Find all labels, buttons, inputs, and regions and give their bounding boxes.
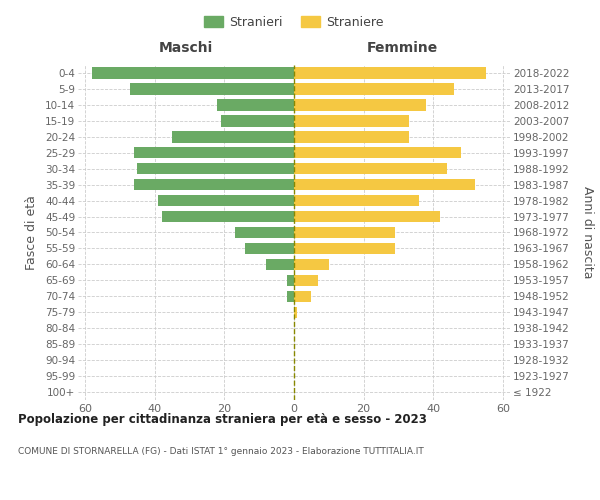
Bar [221, 115, 294, 126]
Bar [294, 67, 485, 78]
Bar [134, 179, 294, 190]
Bar [294, 227, 395, 238]
Bar [235, 227, 294, 238]
Y-axis label: Anni di nascita: Anni di nascita [581, 186, 593, 279]
Bar [245, 242, 294, 254]
Bar [172, 131, 294, 142]
Text: Popolazione per cittadinanza straniera per età e sesso - 2023: Popolazione per cittadinanza straniera p… [18, 412, 427, 426]
Bar [294, 274, 319, 286]
Bar [294, 115, 409, 126]
Text: Maschi: Maschi [159, 42, 213, 56]
Bar [130, 83, 294, 94]
Bar [137, 163, 294, 174]
Bar [294, 306, 298, 318]
Bar [294, 195, 419, 206]
Bar [294, 290, 311, 302]
Bar [287, 290, 294, 302]
Bar [294, 83, 454, 94]
Bar [287, 274, 294, 286]
Bar [158, 195, 294, 206]
Bar [266, 258, 294, 270]
Bar [217, 99, 294, 110]
Bar [294, 131, 409, 142]
Bar [92, 67, 294, 78]
Bar [294, 242, 395, 254]
Bar [294, 258, 329, 270]
Bar [161, 211, 294, 222]
Bar [134, 147, 294, 158]
Text: Femmine: Femmine [367, 42, 437, 56]
Bar [294, 179, 475, 190]
Text: COMUNE DI STORNARELLA (FG) - Dati ISTAT 1° gennaio 2023 - Elaborazione TUTTITALI: COMUNE DI STORNARELLA (FG) - Dati ISTAT … [18, 448, 424, 456]
Bar [294, 147, 461, 158]
Bar [294, 211, 440, 222]
Bar [294, 99, 427, 110]
Bar [294, 163, 447, 174]
Y-axis label: Fasce di età: Fasce di età [25, 195, 38, 270]
Legend: Stranieri, Straniere: Stranieri, Straniere [199, 11, 389, 34]
